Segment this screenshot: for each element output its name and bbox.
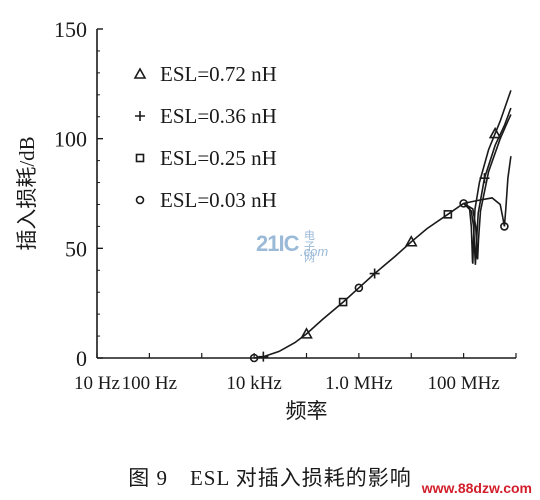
series-1-marker-0 bbox=[258, 351, 269, 362]
y-tick-label-1: 50 bbox=[65, 236, 87, 261]
series-3-marker-3 bbox=[500, 222, 509, 231]
series-2-marker-0 bbox=[338, 297, 348, 307]
legend-label-0: ESL=0.72 nH bbox=[160, 62, 277, 86]
legend-marker-2 bbox=[135, 153, 145, 163]
legend-label-3: ESL=0.03 nH bbox=[160, 188, 277, 212]
series-2-marker-1 bbox=[443, 210, 453, 219]
watermark-url: www.88dzw.com bbox=[421, 480, 532, 496]
watermark-bottom-text: .com bbox=[300, 244, 329, 259]
x-tick-label-4: 100 MHz bbox=[427, 373, 499, 394]
watermark-main-text: 21IC bbox=[256, 231, 299, 256]
x-tick-label-2: 10 kHz bbox=[226, 373, 281, 394]
common-curve-line bbox=[253, 202, 465, 359]
series-1-marker-1 bbox=[369, 268, 380, 279]
series-3-marker-2 bbox=[459, 199, 468, 208]
series-1-line bbox=[463, 107, 512, 265]
series-3-marker-0 bbox=[249, 353, 259, 363]
series-0-marker-0 bbox=[300, 327, 313, 339]
legend-label-2: ESL=0.25 nH bbox=[160, 146, 277, 170]
series-3-line bbox=[463, 156, 512, 227]
legend-marker-3 bbox=[135, 195, 145, 205]
x-axis-title: 频率 bbox=[286, 399, 328, 423]
series-2-line bbox=[463, 114, 512, 260]
series-0-marker-2 bbox=[488, 126, 502, 139]
y-tick-label-2: 100 bbox=[54, 127, 87, 152]
series-0-marker-1 bbox=[404, 235, 418, 247]
y-tick-label-0: 0 bbox=[76, 346, 87, 371]
x-tick-label-0: 10 Hz bbox=[74, 373, 120, 394]
legend-label-1: ESL=0.36 nH bbox=[160, 104, 277, 128]
series-0-line bbox=[463, 90, 512, 264]
y-axis-title: 插入损耗/dB bbox=[15, 136, 39, 250]
watermark-21ic: 21IC 电子网 .com bbox=[256, 231, 328, 264]
x-tick-label-3: 1.0 MHz bbox=[325, 373, 393, 394]
y-tick-label-3: 150 bbox=[54, 17, 87, 42]
watermark-top-text: 电子网 bbox=[304, 230, 315, 264]
x-tick-label-1: 100 Hz bbox=[122, 373, 177, 394]
legend-marker-1 bbox=[135, 111, 145, 121]
figure-caption: 图 9 ESL 对插入损耗的影响 bbox=[128, 466, 412, 490]
series-3-marker-1 bbox=[354, 283, 364, 293]
legend-marker-0 bbox=[133, 67, 147, 79]
